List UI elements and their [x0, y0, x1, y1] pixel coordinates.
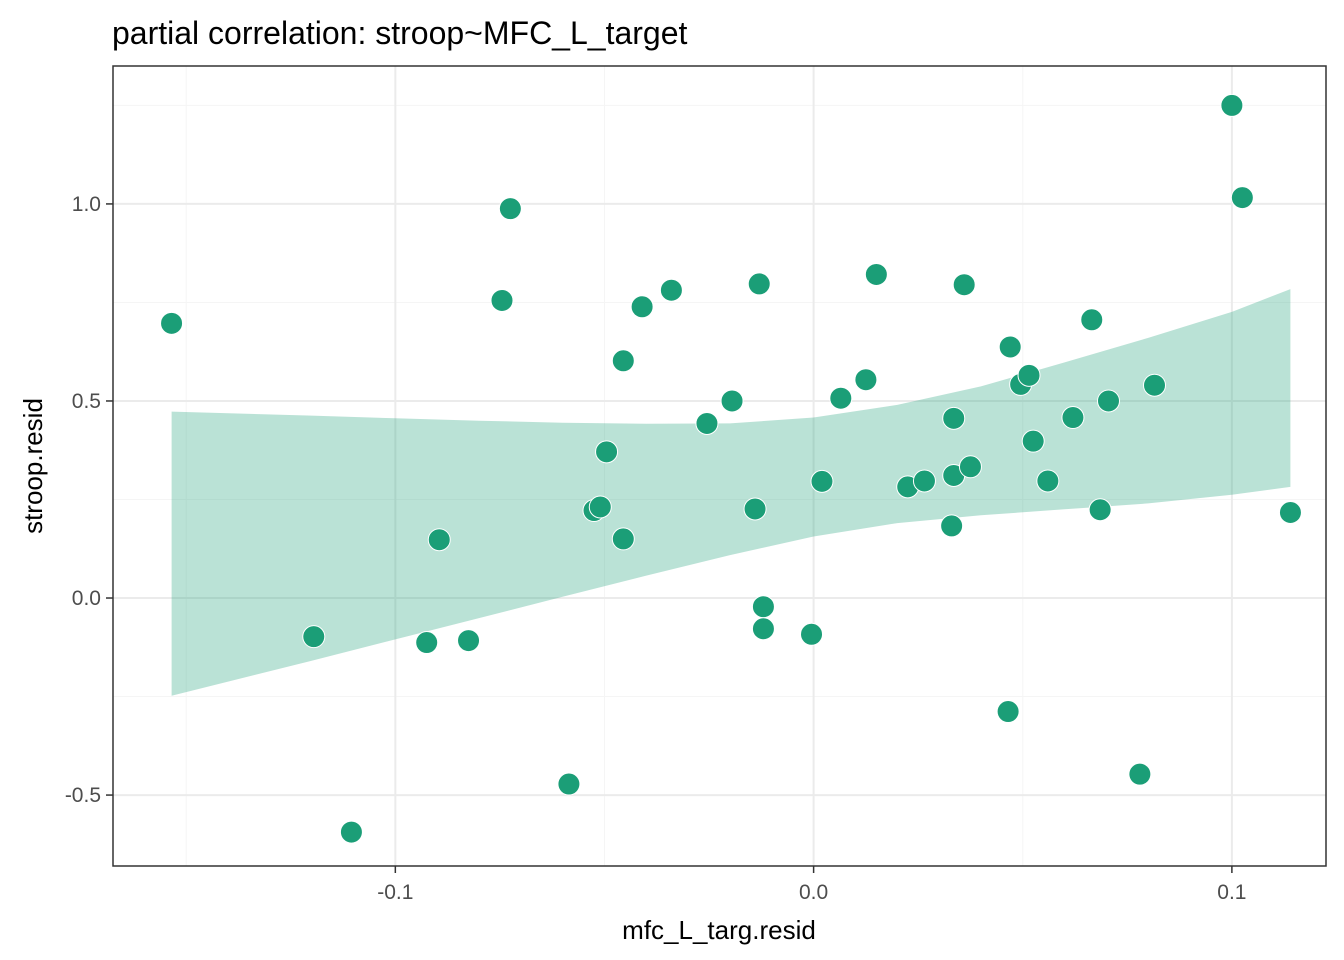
- x-tick-label: 0.0: [799, 881, 828, 904]
- data-point: [942, 406, 966, 430]
- x-axis-title: mfc_L_targ.resid: [622, 915, 816, 945]
- panel-border: [112, 65, 1327, 867]
- data-point: [339, 820, 363, 844]
- panel-background: [113, 66, 1326, 866]
- x-axis: -0.1 0.0 0.1: [377, 866, 1246, 904]
- data-point: [958, 455, 982, 479]
- y-tick-label: 0.0: [72, 587, 101, 610]
- data-point: [160, 311, 184, 335]
- data-point: [800, 622, 824, 646]
- data-point: [595, 440, 619, 464]
- major-gridlines: [113, 66, 1326, 866]
- data-point: [695, 411, 719, 435]
- data-point: [1096, 389, 1120, 413]
- data-point: [751, 595, 775, 619]
- data-point: [912, 469, 936, 493]
- data-point: [998, 335, 1022, 359]
- y-tick-label: -0.5: [65, 784, 101, 807]
- data-point: [427, 528, 451, 552]
- x-tick-label: 0.1: [1217, 881, 1246, 904]
- data-point: [1080, 308, 1104, 332]
- data-point: [588, 495, 612, 519]
- data-point: [829, 386, 853, 410]
- data-point: [630, 295, 654, 319]
- data-point: [1143, 373, 1167, 397]
- data-point: [498, 197, 522, 221]
- data-point: [854, 368, 878, 392]
- chart-title: partial correlation: stroop~MFC_L_target: [112, 15, 688, 51]
- data-point: [751, 617, 775, 641]
- plot-panel: [112, 65, 1327, 867]
- data-point: [611, 349, 635, 373]
- data-point: [302, 625, 326, 649]
- data-point: [940, 514, 964, 538]
- data-points: [160, 93, 1302, 844]
- data-point: [747, 272, 771, 296]
- y-axis: -0.5 0.0 0.5 1.0: [65, 193, 113, 807]
- data-point: [1036, 469, 1060, 493]
- y-tick-label: 1.0: [72, 193, 101, 216]
- data-point: [810, 469, 834, 493]
- data-point: [1278, 501, 1302, 525]
- data-point: [952, 273, 976, 297]
- y-axis-title: stroop.resid: [18, 398, 48, 534]
- minor-gridlines: [113, 66, 1326, 866]
- data-point: [1061, 406, 1085, 430]
- y-tick-label: 0.5: [72, 390, 101, 413]
- data-point: [1021, 429, 1045, 453]
- data-point: [996, 700, 1020, 724]
- data-point: [659, 278, 683, 302]
- data-point: [720, 389, 744, 413]
- data-point: [415, 631, 439, 655]
- data-point: [1088, 498, 1112, 522]
- data-point: [1128, 762, 1152, 786]
- data-point: [457, 629, 481, 653]
- data-point: [611, 527, 635, 551]
- x-tick-label: -0.1: [377, 881, 413, 904]
- data-point: [1230, 186, 1254, 210]
- data-point: [1220, 93, 1244, 117]
- data-point: [490, 288, 514, 312]
- confidence-band: [171, 289, 1291, 696]
- data-point: [743, 497, 767, 521]
- data-point: [1017, 363, 1041, 387]
- data-point: [864, 262, 888, 286]
- data-point: [557, 772, 581, 796]
